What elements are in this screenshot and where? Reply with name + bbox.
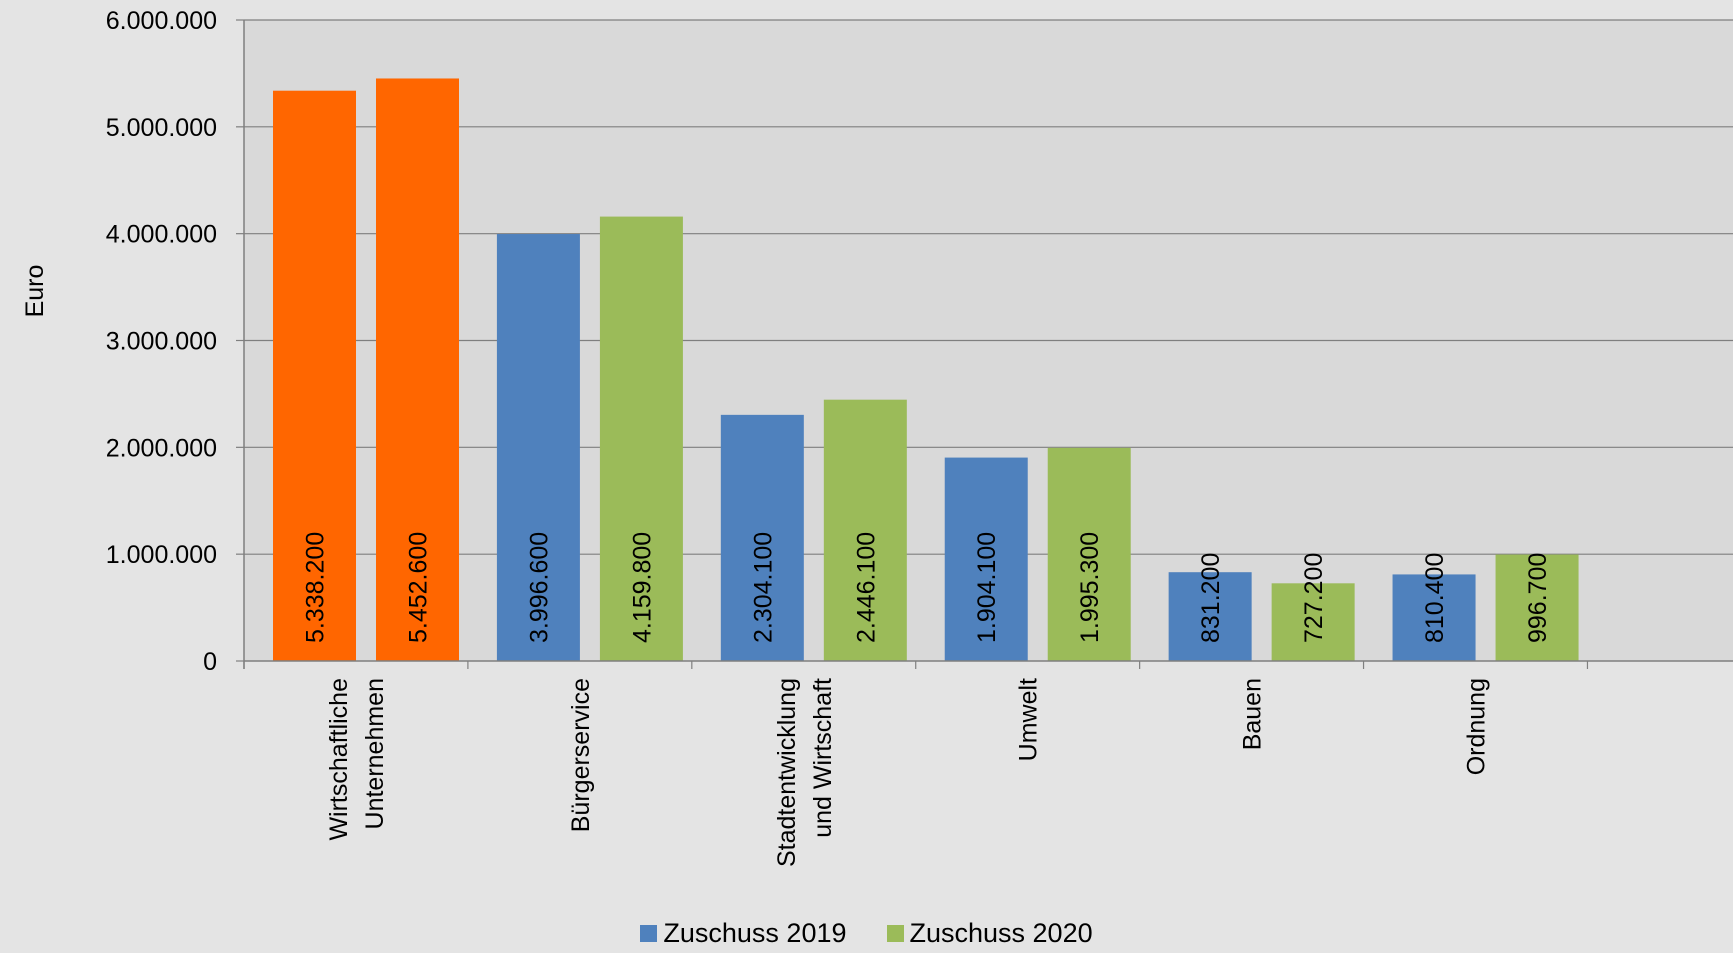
- y-tick-label: 3.000.000: [106, 328, 217, 356]
- bar-2019: [496, 234, 580, 661]
- bar-2019: [1168, 572, 1252, 661]
- bar-2020: [1495, 554, 1579, 661]
- x-category-label: Bürgerservice: [567, 678, 595, 832]
- legend-swatch-2020: [886, 925, 904, 942]
- bar-2019: [720, 414, 804, 661]
- legend-label-2019: Zuschuss 2019: [663, 918, 847, 948]
- y-tick-label: 4.000.000: [106, 221, 217, 249]
- bar-value-label: 4.159.800: [628, 532, 656, 643]
- bar-2020: [823, 399, 907, 661]
- y-axis-label: Euro: [21, 265, 49, 318]
- legend-label-2020: Zuschuss 2020: [909, 918, 1093, 948]
- bar-value-label: 831.200: [1197, 553, 1225, 643]
- y-tick-label: 2.000.000: [106, 434, 217, 462]
- y-tick-labels: 0 1.000.000 2.000.000 3.000.000 4.000.000 5.0…: [106, 7, 217, 676]
- bar-value-label: 3.996.600: [525, 532, 553, 643]
- legend-item-2019: Zuschuss 2019: [640, 918, 847, 949]
- bar-value-label: 1.995.300: [1076, 532, 1104, 643]
- y-tick-label: 6.000.000: [106, 7, 217, 35]
- bar-2020: [376, 78, 459, 661]
- axes: [243, 20, 1733, 669]
- bar-2019: [944, 457, 1028, 661]
- bar-value-label: 5.338.200: [302, 532, 330, 643]
- bar-value-label: 5.452.600: [405, 532, 433, 643]
- bar-2020: [1047, 447, 1131, 661]
- bar-value-label: 2.446.100: [852, 532, 880, 643]
- bar-2019: [273, 90, 356, 662]
- x-category-label: Ordnung: [1463, 678, 1491, 775]
- x-category-label: Unternehmen: [361, 678, 389, 829]
- bar-value-label: 2.304.100: [749, 532, 777, 643]
- x-category-label: Stadtentwicklung: [773, 678, 801, 867]
- x-category-label: Wirtschaftliche: [325, 678, 353, 841]
- y-tick-label: 0: [203, 648, 217, 676]
- y-tick-label: 1.000.000: [106, 541, 217, 569]
- bars: 5.338.200 5.452.600 3.996.600 4.159.800 2.30…: [273, 78, 1579, 662]
- y-tick-label: 5.000.000: [106, 114, 217, 142]
- bar-value-label: 1.904.100: [973, 532, 1001, 643]
- bar-value-label: 810.400: [1421, 553, 1449, 643]
- legend-swatch-2019: [640, 925, 658, 942]
- bar-value-label: 727.200: [1300, 553, 1328, 643]
- legend: Zuschuss 2019 Zuschuss 2020: [0, 918, 1733, 949]
- x-tick-labels: Wirtschaftliche Unternehmen Bürgerservice S…: [325, 678, 1491, 867]
- bar-2020: [1271, 583, 1355, 661]
- x-category-label: Umwelt: [1015, 678, 1043, 761]
- bar-2019: [1392, 574, 1476, 661]
- x-category-label: und Wirtschaft: [809, 678, 837, 838]
- bar-2020: [599, 216, 683, 661]
- legend-item-2020: Zuschuss 2020: [886, 918, 1093, 949]
- bar-value-label: 996.700: [1524, 553, 1552, 643]
- x-category-label: Bauen: [1239, 678, 1267, 750]
